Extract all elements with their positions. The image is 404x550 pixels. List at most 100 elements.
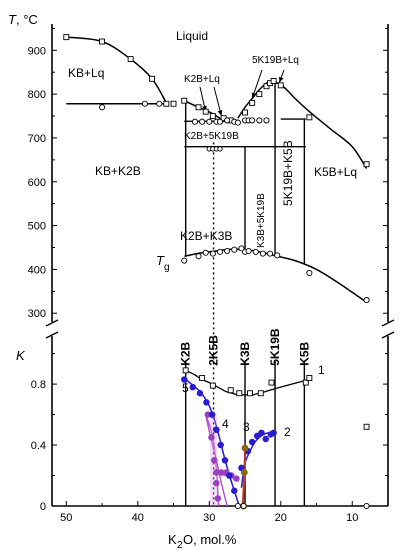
compound-label-5k19b: 5K19B (268, 328, 282, 366)
series-5-point (226, 472, 233, 479)
region-label-kb-lq: KB+Lq (68, 66, 104, 80)
lower-y-label: K (16, 348, 26, 363)
x-axis-title-k: K (168, 532, 177, 547)
series-1-point (199, 375, 206, 381)
region-label-k2b-k3b: K2B+K3B (180, 229, 232, 243)
liquidus-right-fall-curve (273, 80, 368, 170)
open-bottom-point (240, 502, 247, 510)
solidus-point (191, 118, 199, 125)
upper-y-tick-label: 500 (28, 221, 46, 233)
upper-y-label-italic: T (8, 12, 17, 27)
series-2-line (240, 432, 274, 488)
tg-point (195, 253, 202, 260)
tg-point (181, 257, 188, 264)
tg-point (202, 249, 209, 256)
x-tick-label: 10 (346, 512, 358, 524)
compound-label-k3b: K3B (238, 341, 252, 365)
tg-point (266, 250, 274, 257)
liquidus-point (63, 34, 70, 41)
x-axis-title-rest: O, mol.% (183, 532, 237, 547)
liquid-label: Liquid (176, 29, 208, 43)
x-tick-label: 20 (275, 512, 287, 524)
series-2-point (248, 438, 256, 446)
liquidus-point (256, 91, 263, 98)
series-1-point (227, 387, 234, 394)
arrow-k2b-lq-b-head (217, 110, 223, 117)
solidus-point (263, 117, 270, 124)
upper-y-tick-label: 700 (28, 133, 46, 145)
upper-y-tick-label: 900 (28, 45, 46, 57)
series-5-point (221, 457, 229, 464)
open-bottom-point (234, 502, 241, 510)
liquidus-point (249, 99, 256, 106)
series-5-point (231, 487, 238, 495)
series-2-point (270, 429, 277, 437)
series-1-point (247, 390, 253, 397)
axis-break-right-b (381, 331, 395, 339)
axis-break-left-a (45, 319, 59, 327)
compound-label-2k5b: 2K5B (207, 335, 221, 366)
region-label-k5b-lq: K5B+Lq (314, 165, 357, 179)
solidus-point (216, 118, 224, 125)
arrow-5k19b-lq-b-head (279, 76, 284, 83)
open-bottom-point (363, 502, 370, 510)
series-4-point (214, 495, 222, 502)
series-5-point (189, 383, 197, 391)
arrow-5k19b-lq-a-head (251, 92, 257, 99)
lower-y-tick-label: 0.4 (31, 440, 46, 452)
series-4-point (233, 475, 240, 482)
series-5-point (196, 389, 204, 397)
solidus-point (199, 118, 206, 125)
series-5-point (203, 399, 210, 406)
tg-point (209, 250, 216, 257)
series-5-point (217, 441, 224, 449)
tg-label-sub: g (164, 262, 170, 273)
liquidus-point (209, 113, 216, 119)
liquidus-point (363, 161, 370, 168)
lower-y-tick-label: 0 (40, 501, 46, 513)
tg-point (363, 297, 370, 304)
liquidus-point (263, 83, 270, 90)
tg-point (245, 247, 252, 255)
tg-point (231, 246, 238, 253)
liquidus-point (170, 100, 177, 107)
series-1-point (209, 382, 216, 389)
series-2-point (262, 435, 270, 443)
tg-point (216, 248, 224, 255)
lower-y-tick-label: 0.8 (31, 379, 46, 391)
series-1-point (236, 390, 243, 397)
compound-label-k5b: K5B (297, 341, 311, 365)
series-3-point (240, 469, 248, 476)
tg-point (274, 252, 281, 259)
tg-point (238, 245, 245, 252)
upper-y-tick-label: 400 (28, 264, 46, 276)
liquidus-point (202, 108, 209, 115)
upper-y-tick-label: 800 (28, 89, 46, 101)
series-label-2: 2 (284, 425, 291, 439)
solidus-point (249, 117, 256, 124)
series-1-point (257, 390, 264, 397)
axis-break-right-a (381, 319, 395, 327)
region-label-k3b-5k19b: K3B+5K19B (256, 193, 267, 248)
solidus-point (224, 117, 231, 124)
solidus-point (141, 100, 148, 107)
upper-y-tick-label: 600 (28, 177, 46, 189)
upper-y-label-rest: , °C (16, 12, 38, 27)
series-label-3: 3 (243, 420, 250, 434)
region-label-5k19b-lq: 5K19B+Lq (252, 55, 299, 66)
series-1-point (268, 379, 275, 386)
liquidus-point (306, 114, 313, 121)
tg-point (259, 250, 266, 257)
liquidus-point (277, 82, 284, 89)
liquidus-point (127, 56, 134, 63)
series-1-point (306, 375, 313, 381)
series-4-point (211, 457, 218, 464)
x-tick-label: 30 (203, 512, 215, 524)
region-label-k2b-5k19b: K2B+5K19B (184, 131, 239, 142)
solidus-point (256, 117, 263, 124)
series-5-point (208, 411, 216, 418)
liquidus-point (149, 75, 156, 82)
solidus-point (206, 118, 213, 125)
liquidus-point (181, 97, 188, 104)
upper-y-tick-label: 300 (28, 308, 46, 320)
